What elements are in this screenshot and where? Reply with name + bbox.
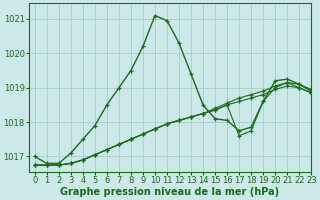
X-axis label: Graphe pression niveau de la mer (hPa): Graphe pression niveau de la mer (hPa) [60,187,280,197]
